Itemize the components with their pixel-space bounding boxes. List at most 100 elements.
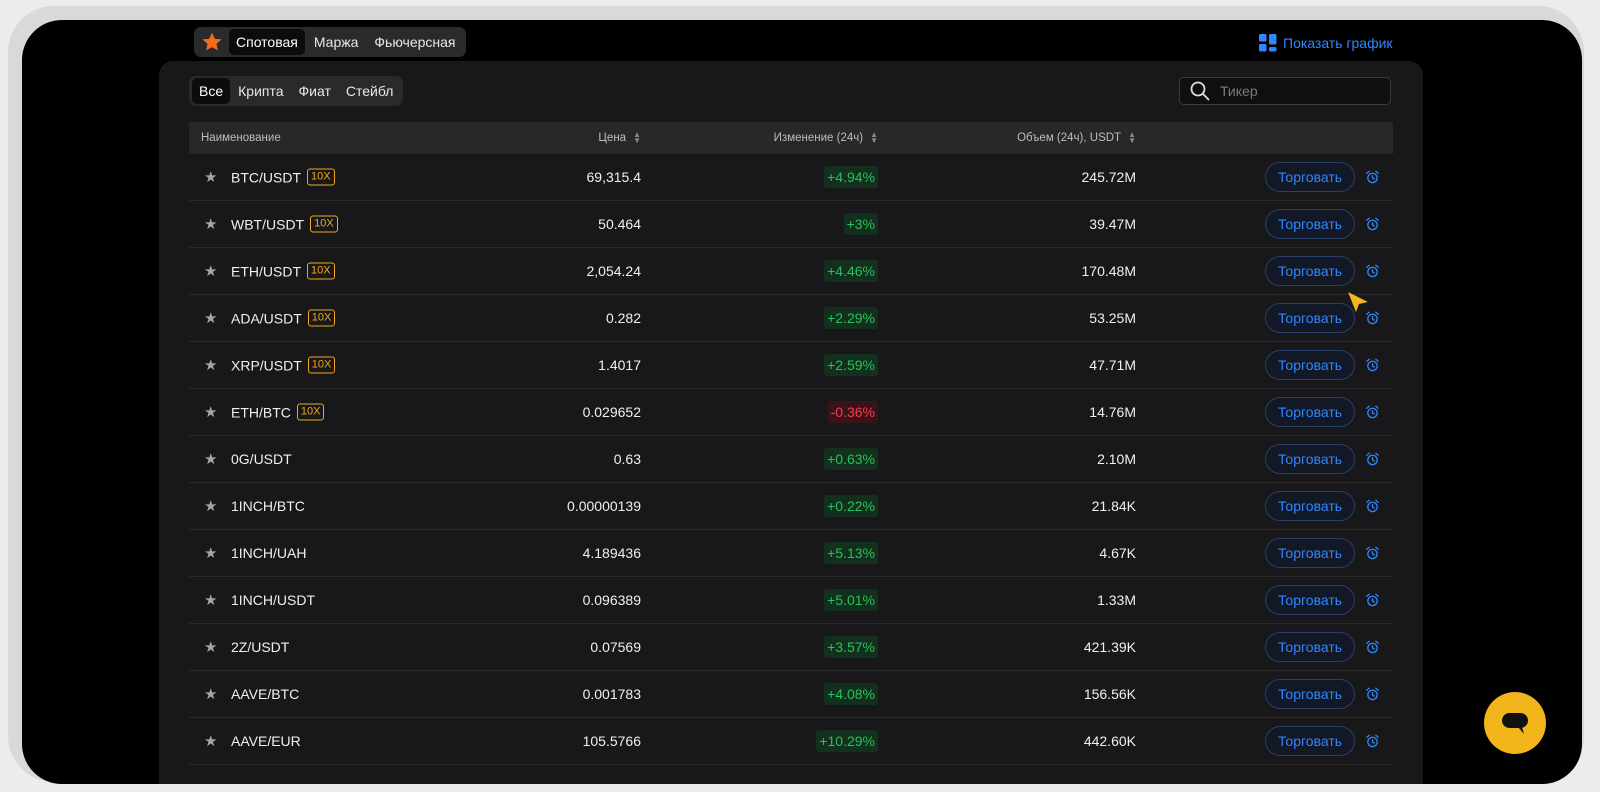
column-change-label: Изменение (24ч) [773, 132, 864, 144]
mouse-cursor-icon [1348, 292, 1368, 312]
volume-cell: 2.10M [1097, 451, 1136, 467]
trade-button[interactable]: Торговать [1265, 209, 1355, 239]
change-badge: -0.36% [827, 401, 878, 423]
alarm-clock-icon[interactable] [1365, 405, 1380, 420]
alarm-clock-icon[interactable] [1365, 734, 1380, 749]
alarm-clock-icon[interactable] [1365, 264, 1380, 279]
change-badge: +2.29% [824, 307, 878, 329]
tab-stable[interactable]: Стейбл [345, 83, 394, 99]
favorite-star-icon[interactable]: ★ [204, 263, 218, 280]
trade-button[interactable]: Торговать [1265, 256, 1355, 286]
favorite-star-icon[interactable]: ★ [204, 404, 218, 421]
trade-button[interactable]: Торговать [1265, 444, 1355, 474]
table-row[interactable]: ★ BTC/USDT 10X 69,315.4 +4.94% 245.72M Торгова… [189, 154, 1393, 201]
table-row[interactable]: ★ 0G/USDT 0.63 +0.63% 2.10M Торговать [189, 436, 1393, 483]
trade-button[interactable]: Торговать [1265, 491, 1355, 521]
tab-crypto[interactable]: Крипта [238, 83, 284, 99]
favorite-star-icon[interactable]: ★ [204, 592, 218, 609]
column-volume-label: Объем (24ч), USDT [1017, 132, 1122, 144]
table-row[interactable]: ★ 1INCH/BTC 0.00000139 +0.22% 21.84K Торговат… [189, 483, 1393, 530]
sort-icon: ▲ ▼ [633, 130, 641, 145]
trade-button[interactable]: Торговать [1265, 397, 1355, 427]
price-cell: 0.07569 [590, 639, 641, 655]
favorite-star-icon[interactable]: ★ [204, 451, 218, 468]
trade-button[interactable]: Торговать [1265, 162, 1355, 192]
chat-icon [1502, 713, 1528, 734]
change-badge: +10.29% [816, 730, 878, 752]
table-row[interactable]: ★ 1INCH/USDT 0.096389 +5.01% 1.33M Торговать [189, 577, 1393, 624]
device-frame: Спотовая Маржа Фьючерсная Показать графи… [8, 6, 1584, 784]
table-row[interactable]: ★ 1INCH/UAH 4.189436 +5.13% 4.67K Торговать [189, 530, 1393, 577]
alarm-clock-icon[interactable] [1365, 687, 1380, 702]
search-input[interactable] [1218, 82, 1382, 100]
table-row[interactable]: ★ ADA/USDT 10X 0.282 +2.29% 53.25M Торговать [189, 295, 1393, 342]
alarm-clock-icon[interactable] [1365, 546, 1380, 561]
trade-button[interactable]: Торговать [1265, 726, 1355, 756]
alarm-clock-icon[interactable] [1365, 358, 1380, 373]
change-badge: +0.22% [824, 495, 878, 517]
volume-cell: 4.67K [1099, 545, 1136, 561]
tab-spot[interactable]: Спотовая [229, 29, 305, 55]
favorite-star-icon[interactable]: ★ [204, 639, 218, 656]
price-cell: 69,315.4 [586, 169, 642, 185]
pair-name: BTC/USDT [231, 169, 301, 185]
alarm-clock-icon[interactable] [1365, 217, 1380, 232]
show-chart-link[interactable]: Показать график [1259, 34, 1393, 52]
alarm-clock-icon[interactable] [1365, 170, 1380, 185]
alarm-clock-icon[interactable] [1365, 640, 1380, 655]
volume-cell: 170.48M [1081, 263, 1136, 279]
column-name-header[interactable]: Наименование [201, 132, 281, 144]
pair-name: 0G/USDT [231, 451, 292, 467]
leverage-badge: 10X [307, 262, 335, 280]
table-row[interactable]: ★ ETH/USDT 10X 2,054.24 +4.46% 170.48M Торгова… [189, 248, 1393, 295]
change-badge: +3.57% [824, 636, 878, 658]
table-row[interactable]: ★ ETH/BTC 10X 0.029652 -0.36% 14.76M Торговать [189, 389, 1393, 436]
alarm-clock-icon[interactable] [1365, 499, 1380, 514]
favorite-star-icon[interactable]: ★ [204, 310, 218, 327]
favorite-star-icon[interactable]: ★ [204, 733, 218, 750]
favorites-star-icon[interactable] [197, 29, 227, 55]
favorite-star-icon[interactable]: ★ [204, 498, 218, 515]
volume-cell: 21.84K [1091, 498, 1136, 514]
column-volume-header[interactable]: Объем (24ч), USDT ▲ ▼ [1017, 131, 1136, 145]
trade-button[interactable]: Торговать [1265, 585, 1355, 615]
pair-cell: AAVE/EUR [231, 733, 301, 749]
favorite-star-icon[interactable]: ★ [204, 357, 218, 374]
alarm-clock-icon[interactable] [1365, 311, 1380, 326]
column-price-header[interactable]: Цена ▲ ▼ [598, 130, 641, 145]
tab-all[interactable]: Все [192, 78, 231, 104]
alarm-clock-icon[interactable] [1365, 593, 1380, 608]
table-row[interactable]: ★ WBT/USDT 10X 50.464 +3% 39.47M Торговать [189, 201, 1393, 248]
tab-fiat[interactable]: Фиат [298, 83, 331, 99]
table-row[interactable]: ★ AAVE/BTC 0.001783 +4.08% 156.56K Торговать [189, 671, 1393, 718]
favorite-star-icon[interactable]: ★ [204, 545, 218, 562]
asset-filter-tabs: Все Крипта Фиат Стейбл [189, 76, 404, 106]
trade-button[interactable]: Торговать [1265, 679, 1355, 709]
volume-cell: 39.47M [1089, 216, 1136, 232]
pair-cell: 2Z/USDT [231, 639, 289, 655]
support-chat-button[interactable] [1484, 692, 1546, 754]
tab-margin[interactable]: Маржа [313, 34, 359, 50]
pair-name: XRP/USDT [231, 357, 302, 373]
tab-futures[interactable]: Фьючерсная [374, 34, 456, 50]
favorite-star-icon[interactable]: ★ [204, 169, 218, 186]
alarm-clock-icon[interactable] [1365, 452, 1380, 467]
favorite-star-icon[interactable]: ★ [204, 686, 218, 703]
leverage-badge: 10X [307, 356, 336, 374]
table-row[interactable]: ★ 2Z/USDT 0.07569 +3.57% 421.39K Торговать [189, 624, 1393, 671]
column-change-header[interactable]: Изменение (24ч) ▲ ▼ [773, 130, 878, 145]
change-badge: +3% [843, 213, 878, 235]
trade-button[interactable]: Торговать [1265, 303, 1355, 333]
trade-button[interactable]: Торговать [1265, 632, 1355, 662]
favorite-star-icon[interactable]: ★ [204, 216, 218, 233]
change-badge: +4.08% [824, 683, 878, 705]
trade-button[interactable]: Торговать [1265, 350, 1355, 380]
volume-cell: 1.33M [1097, 592, 1136, 608]
sort-icon: ▲ ▼ [870, 130, 878, 145]
trade-button[interactable]: Торговать [1265, 538, 1355, 568]
change-badge: +5.01% [824, 589, 878, 611]
grid-icon [1259, 34, 1277, 52]
volume-cell: 245.72M [1081, 169, 1136, 185]
table-row[interactable]: ★ XRP/USDT 10X 1.4017 +2.59% 47.71M Торговать [189, 342, 1393, 389]
table-row[interactable]: ★ AAVE/EUR 105.5766 +10.29% 442.60K Торговать [189, 718, 1393, 765]
